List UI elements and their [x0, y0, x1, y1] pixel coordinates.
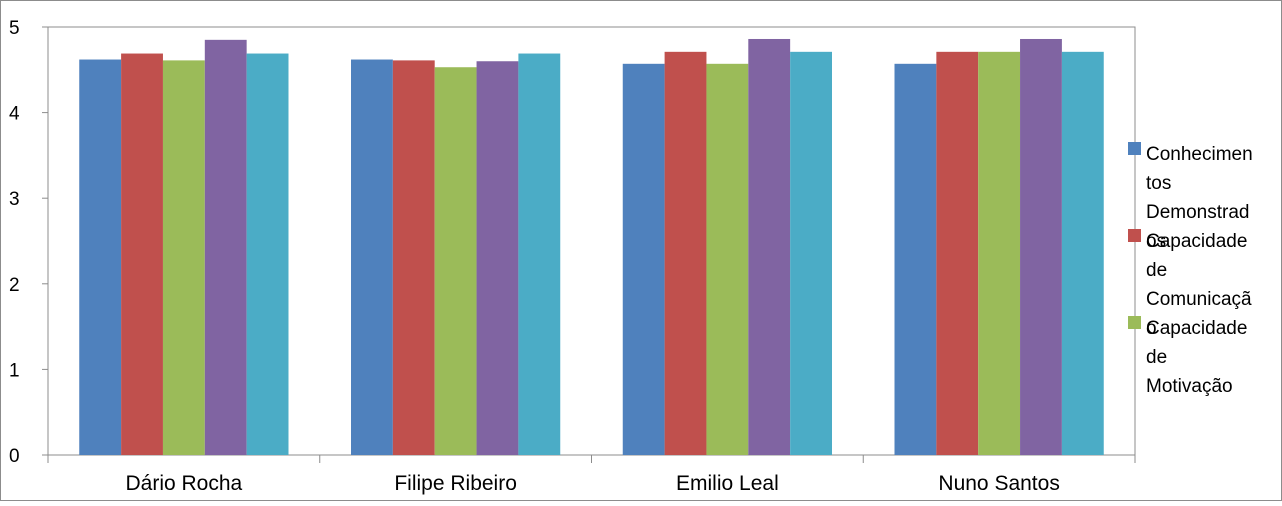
bar: [121, 53, 163, 455]
x-axis: Dário Rocha Filipe Ribeiro Emilio Leal Nuno…: [47, 454, 1136, 495]
bar: [936, 51, 979, 455]
legend-label: Conhecimen: [1146, 144, 1253, 165]
bar: [790, 51, 832, 455]
x-tick-label: Filipe Ribeiro: [394, 472, 517, 495]
legend-label: tos: [1146, 173, 1171, 194]
bar: [664, 51, 707, 455]
y-axis: 0 1 2 3 4 5: [9, 18, 49, 467]
bar: [204, 39, 247, 456]
y-tick-label: 2: [9, 275, 20, 296]
legend-label: Motivação: [1146, 376, 1233, 397]
legend-label: Comunicaçã: [1146, 289, 1252, 310]
legend-swatch: [1128, 142, 1141, 155]
bar: [1061, 51, 1104, 455]
x-tick-label: Dário Rocha: [126, 472, 243, 495]
legend-label: Capacidade: [1146, 231, 1247, 252]
bar: [476, 61, 519, 456]
bar: [894, 63, 937, 456]
y-tick-label: 1: [9, 360, 20, 381]
bar: [392, 60, 435, 455]
y-tick-label: 0: [9, 446, 20, 467]
bar: [518, 53, 561, 455]
legend: ConhecimentosDemonstradosCapacidadedeCom…: [1128, 142, 1253, 397]
legend-label: o: [1146, 318, 1157, 339]
legend-swatch: [1128, 229, 1141, 242]
bar: [706, 63, 749, 456]
bar: [622, 63, 665, 456]
legend-label: os: [1146, 231, 1166, 252]
legend-label: Capacidade: [1146, 318, 1247, 339]
x-tick-label: Emilio Leal: [676, 472, 779, 495]
bar: [351, 59, 393, 455]
bar: [79, 59, 122, 455]
legend-label: de: [1146, 260, 1167, 281]
legend-label: Demonstrad: [1146, 202, 1250, 223]
bar: [434, 67, 477, 456]
y-tick-label: 3: [9, 189, 20, 210]
bar: [162, 60, 205, 455]
bar: [246, 53, 289, 455]
legend-label: de: [1146, 347, 1167, 368]
x-tick-label: Nuno Santos: [938, 472, 1059, 495]
y-tick-label: 5: [9, 18, 20, 39]
bars: [79, 38, 1104, 456]
bar: [978, 51, 1021, 455]
legend-swatch: [1128, 316, 1141, 329]
bar: [1020, 38, 1062, 455]
y-tick-label: 4: [9, 104, 20, 125]
bar: [748, 38, 791, 455]
